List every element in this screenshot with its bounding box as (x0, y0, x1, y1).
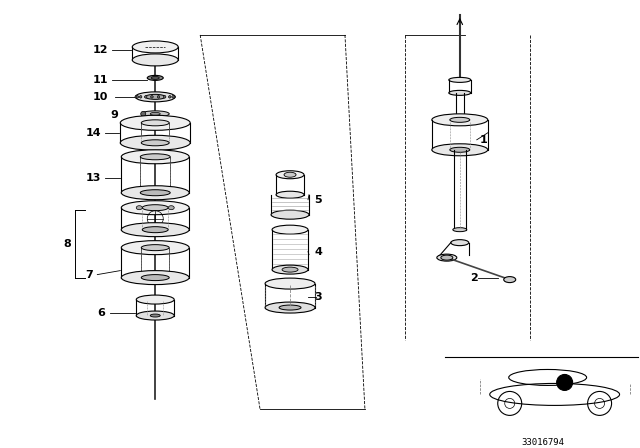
Ellipse shape (150, 314, 160, 317)
Text: 10: 10 (92, 92, 108, 102)
Circle shape (145, 96, 147, 98)
Ellipse shape (450, 117, 470, 122)
Ellipse shape (453, 228, 467, 232)
Ellipse shape (265, 302, 315, 313)
Ellipse shape (132, 54, 178, 66)
Circle shape (145, 96, 147, 98)
Ellipse shape (168, 206, 174, 210)
Ellipse shape (272, 265, 308, 274)
Ellipse shape (504, 276, 516, 283)
Text: 7: 7 (85, 270, 93, 280)
Ellipse shape (450, 147, 470, 152)
Text: 5: 5 (314, 195, 322, 205)
Ellipse shape (141, 245, 169, 250)
Ellipse shape (147, 75, 163, 80)
Ellipse shape (122, 201, 189, 215)
Text: 1: 1 (480, 135, 488, 145)
Circle shape (157, 96, 160, 98)
Text: 4: 4 (314, 247, 322, 257)
Ellipse shape (284, 172, 296, 177)
Circle shape (136, 96, 139, 98)
Circle shape (172, 96, 174, 98)
Ellipse shape (132, 41, 178, 53)
Text: 3: 3 (314, 292, 322, 302)
Text: 8: 8 (63, 239, 71, 249)
Ellipse shape (432, 144, 488, 156)
Text: 14: 14 (85, 128, 101, 138)
Ellipse shape (449, 78, 471, 82)
Ellipse shape (120, 115, 190, 130)
Text: 12: 12 (92, 45, 108, 55)
Ellipse shape (271, 210, 309, 219)
Circle shape (173, 96, 175, 98)
Ellipse shape (136, 311, 174, 320)
Text: 2: 2 (470, 272, 477, 283)
Ellipse shape (141, 140, 169, 146)
Ellipse shape (122, 150, 189, 164)
Ellipse shape (136, 295, 174, 304)
Text: 6: 6 (97, 307, 105, 318)
Ellipse shape (141, 111, 169, 117)
Circle shape (168, 96, 171, 98)
Ellipse shape (437, 254, 457, 261)
Ellipse shape (150, 112, 160, 115)
Ellipse shape (145, 95, 165, 99)
Circle shape (172, 96, 174, 98)
Circle shape (168, 96, 171, 98)
Ellipse shape (142, 205, 168, 211)
Text: 13: 13 (85, 173, 100, 183)
Ellipse shape (142, 227, 168, 233)
Ellipse shape (140, 154, 170, 160)
Ellipse shape (151, 77, 159, 79)
Circle shape (164, 96, 166, 98)
Circle shape (140, 96, 142, 98)
Ellipse shape (136, 206, 142, 210)
Ellipse shape (122, 241, 189, 254)
Circle shape (141, 112, 146, 116)
Ellipse shape (141, 120, 169, 126)
Text: 9: 9 (110, 110, 118, 120)
Circle shape (164, 96, 166, 98)
Ellipse shape (441, 255, 453, 260)
Circle shape (151, 96, 153, 98)
Ellipse shape (122, 186, 189, 200)
Ellipse shape (451, 240, 468, 246)
Circle shape (151, 96, 153, 98)
Ellipse shape (265, 278, 315, 289)
Ellipse shape (135, 92, 175, 102)
Text: 33016794: 33016794 (521, 438, 564, 447)
Ellipse shape (122, 223, 189, 237)
Ellipse shape (432, 114, 488, 126)
Ellipse shape (141, 275, 169, 280)
Circle shape (157, 96, 160, 98)
Circle shape (135, 96, 138, 98)
Ellipse shape (120, 135, 190, 150)
Circle shape (557, 375, 573, 391)
Ellipse shape (122, 271, 189, 284)
Ellipse shape (279, 305, 301, 310)
Ellipse shape (449, 90, 471, 95)
Circle shape (140, 96, 142, 98)
Ellipse shape (272, 225, 308, 234)
Ellipse shape (276, 191, 304, 198)
Ellipse shape (282, 267, 298, 272)
Ellipse shape (276, 171, 304, 179)
Ellipse shape (140, 190, 170, 196)
Text: 11: 11 (92, 75, 108, 85)
Circle shape (136, 96, 139, 98)
